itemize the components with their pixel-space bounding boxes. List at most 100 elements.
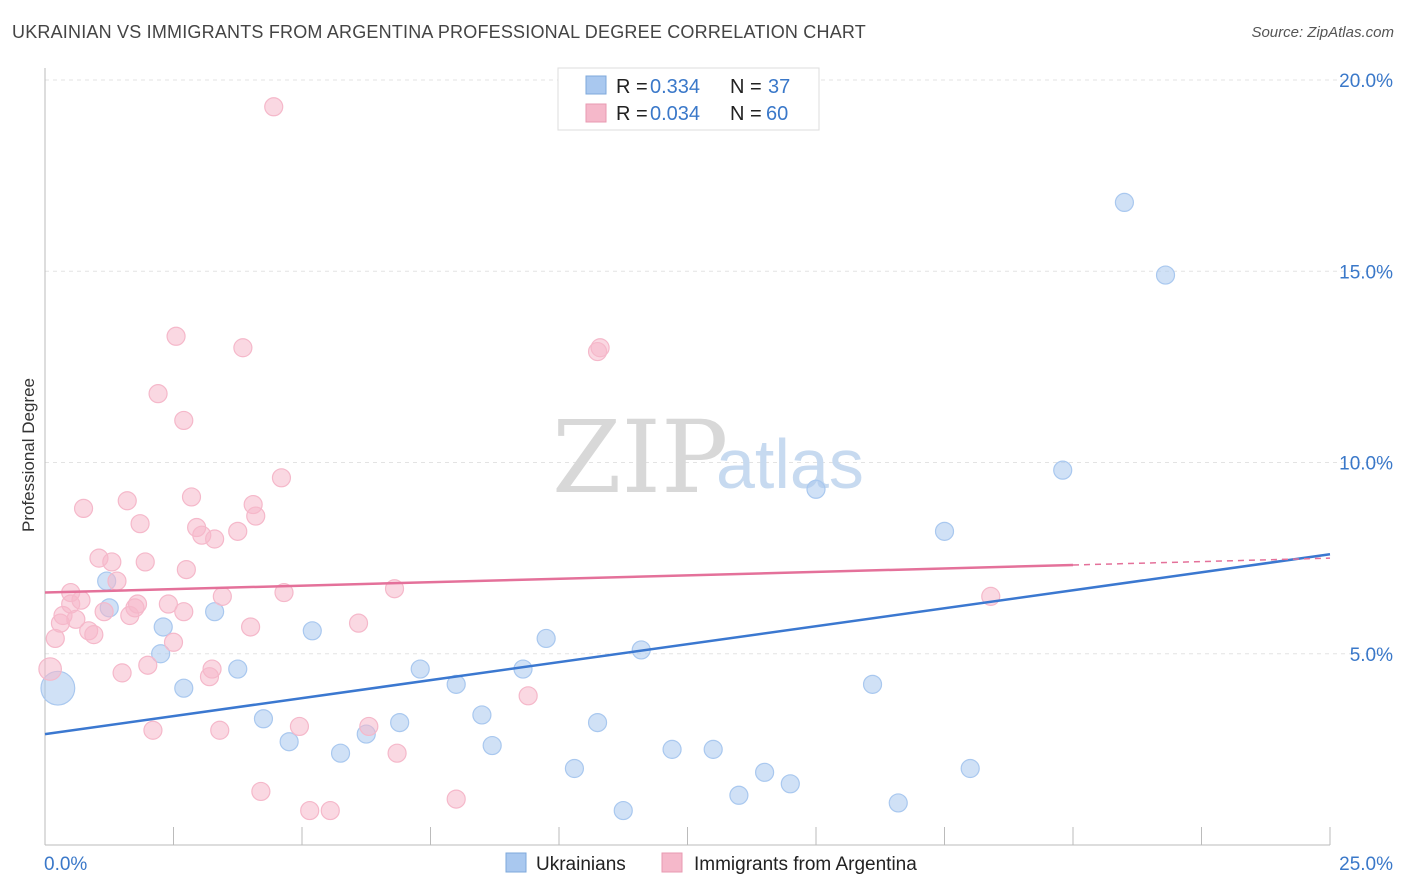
series-1-point-39 [228, 521, 248, 541]
tick-labels: 5.0% 10.0% 15.0% 20.0% 0.0% 25.0% [44, 71, 1393, 875]
series-0-point-21 [587, 712, 608, 733]
series-1-point-19 [127, 594, 148, 614]
series-0-point-5 [174, 678, 194, 698]
legend-n-label-2: N = [730, 103, 762, 125]
series-1-point-55 [446, 789, 466, 809]
series-1-point-35 [202, 659, 222, 679]
series-1-point-7 [71, 590, 91, 610]
series-0-point-16 [472, 705, 492, 725]
series-1-point-36 [205, 529, 225, 549]
series-0-point-10 [302, 621, 322, 641]
series-1-point-51 [348, 613, 369, 633]
series-1-point-41 [241, 617, 261, 637]
series-0-point-19 [536, 628, 556, 649]
series-0-point-17 [482, 735, 502, 756]
legend-bottom-swatch-ukrainians [505, 852, 527, 873]
series-0-point-9 [279, 732, 299, 752]
series-0-point-8 [253, 709, 274, 729]
series-1-point-28 [174, 602, 194, 622]
series-1-point-8 [73, 498, 94, 518]
x-tick-label-0: 0.0% [44, 854, 87, 875]
legend-swatch-ukrainians [585, 75, 607, 95]
series-0-point-34 [1053, 460, 1073, 480]
series-0-point-28 [780, 774, 800, 794]
series-1-point-38 [212, 586, 232, 606]
series-1-point-56 [518, 686, 538, 706]
series-1-point-47 [274, 582, 294, 603]
series-1-point-30 [176, 559, 196, 580]
legend-bottom-swatch-argentina [661, 852, 683, 873]
legend-bottom: Ukrainians Immigrants from Argentina [505, 852, 917, 875]
series-1-point-27 [166, 326, 186, 346]
series-1-point-29 [174, 410, 194, 431]
watermark: ZIP atlas [552, 399, 864, 516]
series-0-point-3 [153, 617, 173, 637]
series-0-point-20 [564, 758, 585, 779]
series-0-point-7 [228, 659, 248, 679]
series-1-point-46 [271, 468, 292, 488]
series-0-point-6 [205, 602, 225, 622]
grid-lines [45, 79, 1390, 655]
series-1-point-6 [66, 609, 86, 629]
series-0-trendline [44, 553, 1331, 736]
series-1-point-44 [251, 781, 271, 802]
series-0-point-26 [729, 785, 749, 805]
series-1-point-54 [387, 743, 407, 763]
series-0-point-30 [862, 674, 883, 694]
legend-r-label-1: R = [616, 76, 648, 98]
y-tick-label-1: 10.0% [1339, 454, 1393, 475]
series-1-point-22 [138, 655, 158, 675]
legend-n-label-1: N = [730, 76, 762, 98]
legend-n-value-1: 37 [768, 76, 790, 98]
legend-bottom-label-ukrainians: Ukrainians [536, 854, 626, 875]
series-1-point-52 [359, 716, 379, 737]
legend-r-value-2: 0.034 [650, 103, 700, 125]
series-0-point-33 [960, 758, 980, 779]
series-1-point-10 [84, 625, 104, 645]
series-0-point-4 [151, 644, 171, 664]
series-1-point-31 [181, 487, 202, 507]
series-0-point-11 [330, 743, 351, 763]
series-0-point-32 [934, 521, 955, 541]
series-1-point-25 [158, 594, 178, 614]
watermark-zip: ZIP [552, 399, 728, 516]
series-1-point-15 [112, 663, 132, 683]
series-1-point-12 [94, 602, 114, 622]
series-0-point-25 [703, 739, 723, 759]
series-1-point-50 [320, 800, 340, 821]
series-1-point-23 [143, 720, 163, 740]
series-1-point-13 [102, 552, 122, 572]
series-1-point-37 [210, 720, 230, 740]
series-1-point-40 [233, 338, 253, 358]
series-0-point-13 [390, 712, 410, 733]
series-0-point-31 [888, 793, 908, 813]
series-1-point-14 [107, 571, 127, 591]
series-1-point-24 [148, 384, 168, 404]
legend-r-label-2: R = [616, 103, 648, 125]
legend-swatch-argentina [585, 103, 607, 123]
y-tick-label-0: 5.0% [1350, 645, 1393, 666]
chart-title: UKRAINIAN VS IMMIGRANTS FROM ARGENTINA P… [12, 22, 866, 42]
series-0-point-29 [806, 479, 826, 499]
series-1-point-20 [130, 514, 150, 534]
series-0-point-35 [1114, 192, 1135, 212]
y-tick-label-3: 20.0% [1339, 71, 1393, 92]
series-1-trendline [44, 563, 1074, 594]
series-1-point-43 [246, 506, 266, 526]
series-1-point-0 [38, 657, 62, 681]
y-axis-label: Professional Degree [19, 378, 38, 532]
series-1-points [38, 97, 1001, 821]
series-0-point-27 [754, 762, 775, 782]
legend-r-value-1: 0.334 [650, 76, 700, 98]
series-1-point-48 [289, 716, 310, 737]
points-layer [38, 97, 1176, 821]
series-1-point-21 [135, 552, 155, 572]
x-tick-label-1: 25.0% [1339, 854, 1393, 875]
axes [44, 68, 1331, 846]
y-tick-label-2: 15.0% [1339, 262, 1393, 283]
series-1-point-49 [300, 800, 320, 821]
series-0-point-24 [662, 739, 682, 759]
series-1-point-45 [264, 97, 284, 117]
chart-source: Source: ZipAtlas.com [1251, 24, 1394, 41]
